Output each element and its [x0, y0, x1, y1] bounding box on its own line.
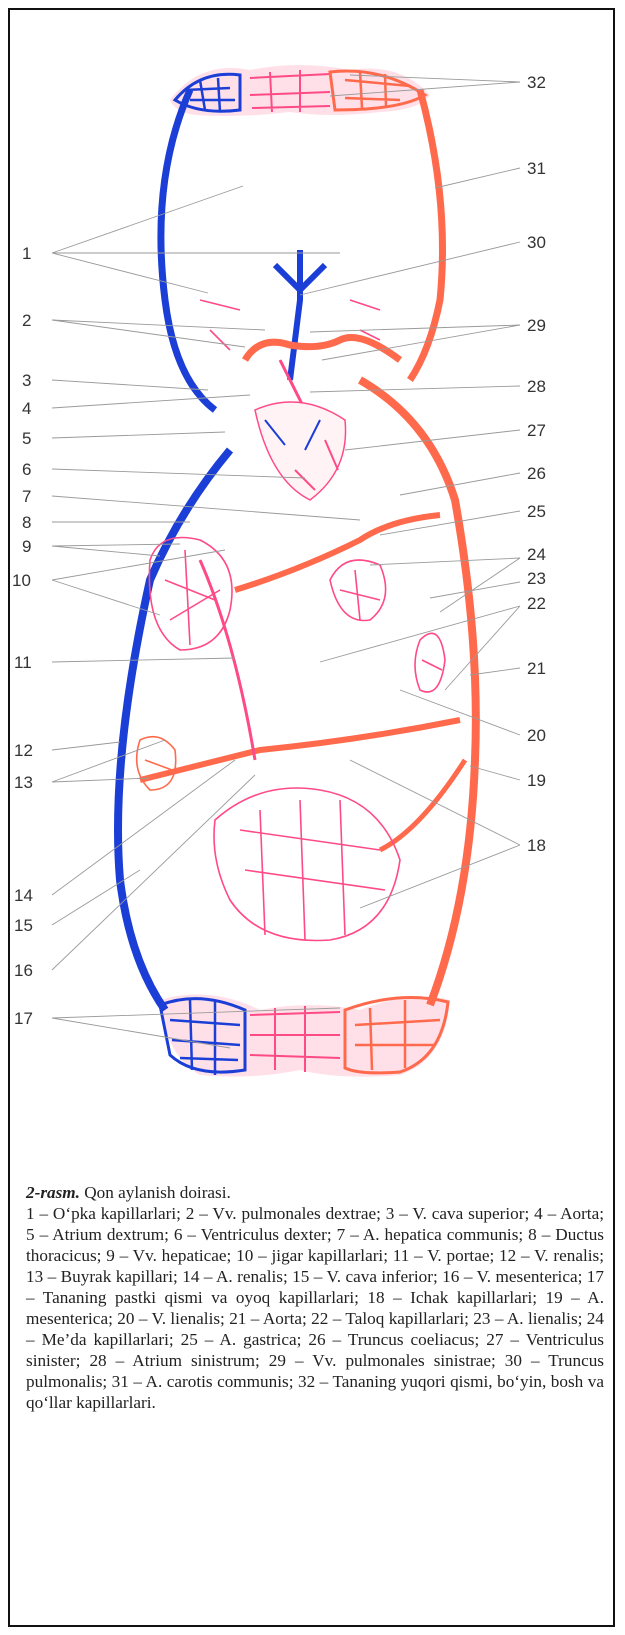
- label-2: 2: [22, 311, 31, 330]
- upper-capillary-bed: [170, 65, 430, 116]
- label-5: 5: [22, 429, 31, 448]
- label-22: 22: [527, 594, 546, 613]
- label-8: 8: [22, 513, 31, 532]
- caption-subtitle: Qon aylanish doirasi.: [79, 1183, 231, 1202]
- label-14: 14: [14, 886, 33, 905]
- label-18: 18: [527, 836, 546, 855]
- figure-caption: 2-rasm. Qon aylanish doirasi. 1 – O‘pka …: [26, 1182, 604, 1413]
- label-16: 16: [14, 961, 33, 980]
- organ-capillaries: [135, 299, 446, 942]
- circulation-diagram: 1 2 3 4 5 6 7 8 9 10 11 12 13 14 15 16 1…: [12, 65, 546, 1077]
- labels-right: 32 31 30 29 28 27 26 25 24 23 22 21 20 1…: [527, 73, 546, 855]
- label-1: 1: [22, 244, 31, 263]
- label-13: 13: [14, 773, 33, 792]
- caption-legend: 1 – O‘pka kapillarlari; 2 – Vv. pulmonal…: [26, 1204, 604, 1412]
- label-29: 29: [527, 316, 546, 335]
- label-27: 27: [527, 421, 546, 440]
- labels-left: 1 2 3 4 5 6 7 8 9 10 11 12 13 14 15 16 1…: [12, 244, 33, 1028]
- label-31: 31: [527, 159, 546, 178]
- label-24: 24: [527, 545, 546, 564]
- label-12: 12: [14, 741, 33, 760]
- label-19: 19: [527, 771, 546, 790]
- label-3: 3: [22, 371, 31, 390]
- label-32: 32: [527, 73, 546, 92]
- lower-capillary-bed: [158, 994, 450, 1077]
- label-11: 11: [14, 653, 32, 672]
- label-26: 26: [527, 464, 546, 483]
- label-20: 20: [527, 726, 546, 745]
- figure-frame: [8, 8, 615, 1627]
- label-17: 17: [14, 1009, 33, 1028]
- label-28: 28: [527, 377, 546, 396]
- label-21: 21: [527, 659, 546, 678]
- label-9: 9: [22, 537, 31, 556]
- label-15: 15: [14, 916, 33, 935]
- label-25: 25: [527, 502, 546, 521]
- label-6: 6: [22, 460, 31, 479]
- vessels: [114, 88, 480, 1013]
- heart: [254, 401, 347, 501]
- caption-title: 2-rasm.: [26, 1183, 80, 1202]
- label-23: 23: [527, 569, 546, 588]
- label-10: 10: [12, 571, 31, 590]
- label-7: 7: [22, 487, 31, 506]
- leader-lines: [51, 74, 521, 1049]
- label-4: 4: [22, 399, 31, 418]
- label-30: 30: [527, 233, 546, 252]
